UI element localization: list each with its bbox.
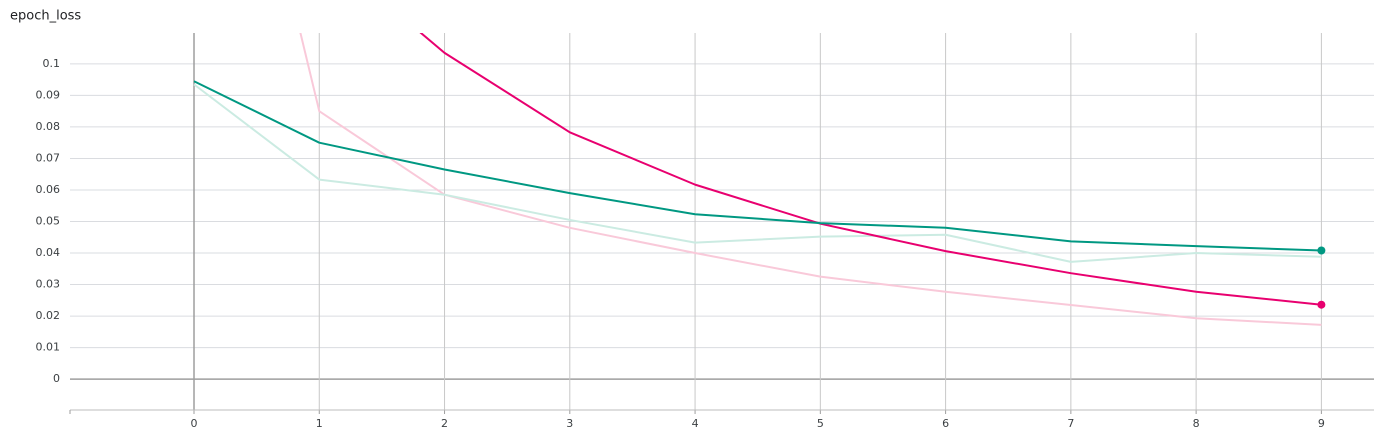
- x-tick-label: 5: [817, 417, 824, 430]
- chart-title: epoch_loss: [10, 9, 81, 24]
- x-tick-label: 0: [191, 417, 198, 430]
- y-tick-label: 0.03: [36, 278, 61, 291]
- x-tick-label: 9: [1318, 417, 1325, 430]
- y-tick-label: 0.07: [36, 151, 61, 164]
- y-tick-label: 0.08: [36, 120, 61, 133]
- x-tick-label: 2: [441, 417, 448, 430]
- series-line: [299, 33, 1322, 326]
- y-tick-label: 0: [53, 372, 60, 385]
- y-tick-label: 0.05: [36, 215, 61, 228]
- x-tick-label: 6: [942, 417, 949, 430]
- y-tick-label: 0.1: [43, 57, 61, 70]
- series-line: [193, 80, 1322, 252]
- x-tick-label: 3: [566, 417, 573, 430]
- label-layer: 0 0.01 0.02 0.03 0.04 0.05 0.06 0.07 0.08 0.09 0.1…: [36, 57, 1326, 430]
- x-tick-label: 1: [316, 417, 323, 430]
- y-tick-label: 0.01: [36, 341, 61, 354]
- y-tick-label: 0.06: [36, 183, 61, 196]
- x-tick-label: 8: [1193, 417, 1200, 430]
- series-line: [193, 83, 1322, 263]
- series-line: [419, 33, 1322, 306]
- end-marker: [1317, 246, 1326, 255]
- y-tick-label: 0.02: [36, 309, 61, 322]
- grid-layer: [69, 33, 1374, 414]
- end-marker: [1317, 300, 1326, 309]
- y-tick-label: 0.04: [36, 246, 61, 259]
- line-layer: [193, 33, 1322, 326]
- y-tick-label: 0.09: [36, 88, 61, 101]
- x-tick-label: 7: [1067, 417, 1074, 430]
- x-tick-label: 4: [692, 417, 699, 430]
